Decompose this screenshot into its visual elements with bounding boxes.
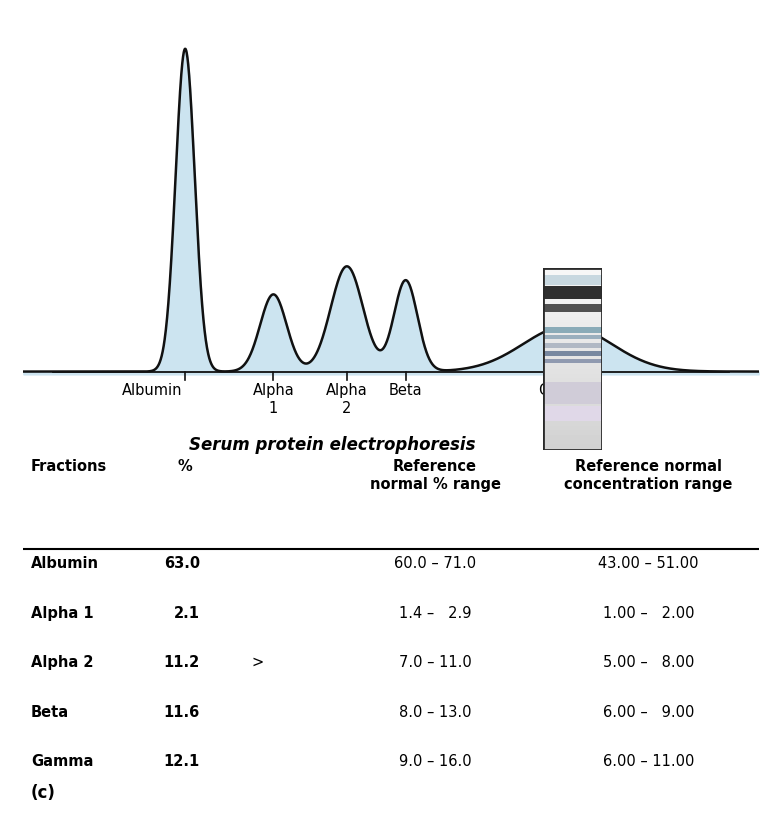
Text: Beta: Beta [30, 705, 69, 719]
Text: 11.6: 11.6 [163, 705, 200, 719]
Text: Fractions: Fractions [30, 460, 107, 474]
Text: (c): (c) [30, 784, 56, 802]
Text: Beta: Beta [389, 383, 422, 398]
Text: Alpha 1: Alpha 1 [30, 606, 93, 620]
Text: Gamma: Gamma [539, 383, 597, 398]
Text: Albumin: Albumin [122, 383, 182, 398]
Bar [543, 342, 602, 348]
Text: 63.0: 63.0 [163, 556, 200, 571]
Text: Alpha
2: Alpha 2 [326, 383, 368, 416]
Text: 12.1: 12.1 [163, 754, 200, 769]
Text: 43.00 – 51.00: 43.00 – 51.00 [598, 556, 698, 571]
Bar [543, 406, 602, 421]
Text: 1.00 –   2.00: 1.00 – 2.00 [602, 606, 694, 620]
Text: Reference
normal % range: Reference normal % range [370, 460, 500, 492]
Text: Albumin: Albumin [30, 556, 99, 571]
Text: 6.00 –   9.00: 6.00 – 9.00 [603, 705, 694, 719]
Bar [543, 335, 602, 339]
Text: 5.00 –   8.00: 5.00 – 8.00 [603, 655, 694, 670]
Text: Serum protein electrophoresis: Serum protein electrophoresis [189, 436, 475, 454]
Bar [543, 275, 602, 285]
Bar [543, 383, 602, 404]
Bar [543, 359, 602, 362]
Text: Reference normal
concentration range: Reference normal concentration range [564, 460, 733, 492]
Bar [543, 285, 602, 299]
Bar [543, 304, 602, 312]
Text: 8.0 – 13.0: 8.0 – 13.0 [399, 705, 472, 719]
Text: >: > [251, 655, 264, 670]
Text: Alpha
1: Alpha 1 [253, 383, 294, 416]
Text: Gamma: Gamma [30, 754, 93, 769]
Bar [543, 327, 602, 333]
Text: 1.4 –   2.9: 1.4 – 2.9 [399, 606, 472, 620]
Text: 7.0 – 11.0: 7.0 – 11.0 [399, 655, 472, 670]
Text: 2.1: 2.1 [174, 606, 200, 620]
Text: 11.2: 11.2 [163, 655, 200, 670]
Text: Alpha 2: Alpha 2 [30, 655, 93, 670]
Text: 9.0 – 16.0: 9.0 – 16.0 [399, 754, 472, 769]
Bar [543, 351, 602, 356]
Text: %: % [178, 460, 192, 474]
Text: 6.00 – 11.00: 6.00 – 11.00 [603, 754, 694, 769]
Text: 60.0 – 71.0: 60.0 – 71.0 [394, 556, 476, 571]
